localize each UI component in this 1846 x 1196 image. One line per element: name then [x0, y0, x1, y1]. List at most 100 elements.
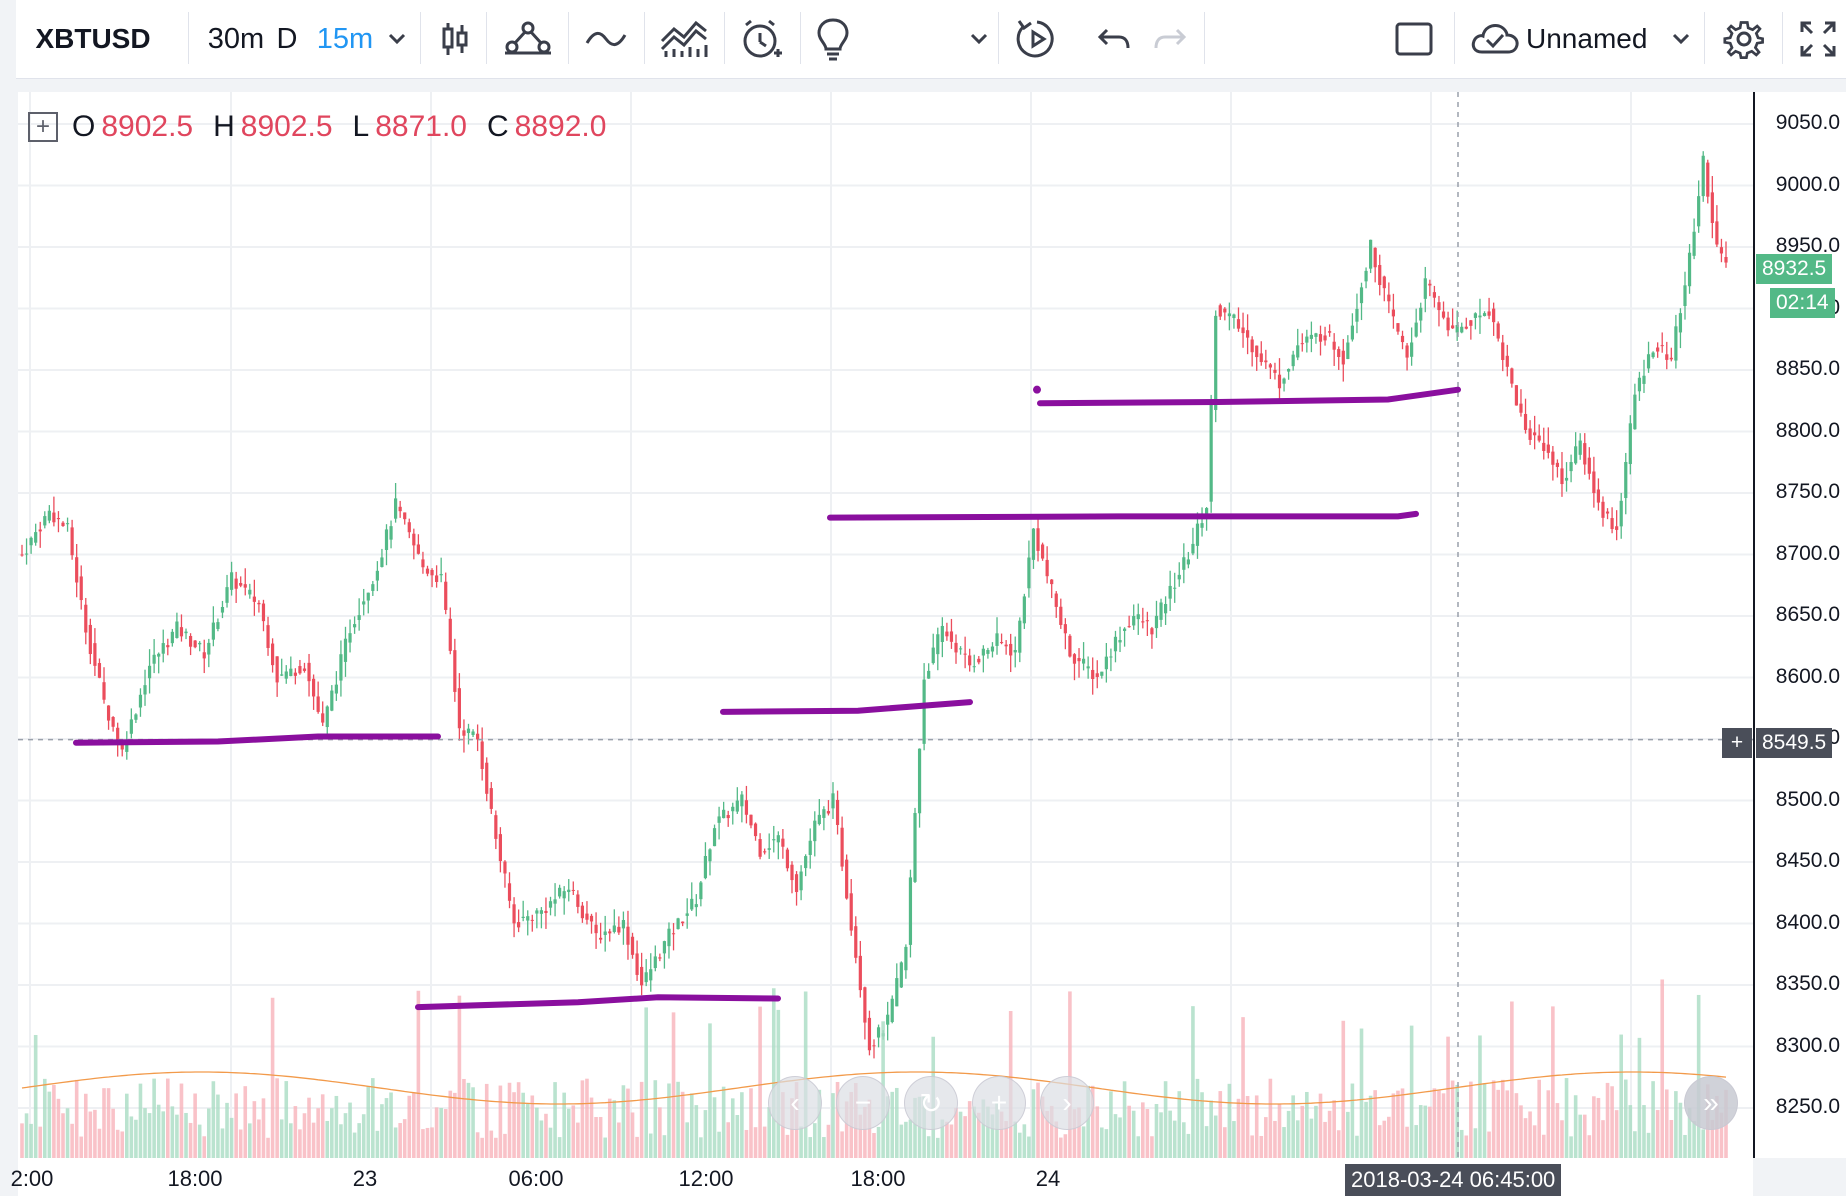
scroll-realtime-icon[interactable]: »: [1684, 1076, 1738, 1130]
time-tick-label: 18:00: [850, 1166, 906, 1191]
candle-body: [826, 811, 831, 814]
candle-body: [1378, 265, 1382, 286]
volume-bar: [662, 1135, 667, 1158]
candle-body: [494, 815, 498, 839]
interval-dropdown-icon[interactable]: [382, 0, 412, 78]
candle-body: [995, 633, 999, 646]
candle-body: [735, 800, 739, 812]
volume-bar: [434, 1107, 439, 1158]
candle-body: [1578, 440, 1582, 455]
compare-icon[interactable]: [576, 0, 636, 78]
candle-body: [954, 642, 958, 653]
layout-icon[interactable]: [1384, 0, 1444, 78]
candle-body: [339, 654, 343, 681]
candle-body: [763, 851, 767, 853]
candle-body: [75, 557, 79, 583]
interval-15m[interactable]: 15m: [316, 22, 374, 55]
volume-bar: [1109, 1091, 1113, 1158]
volume-bar: [1268, 1078, 1273, 1158]
volume-bar: [1259, 1135, 1264, 1158]
candle-body: [1441, 311, 1446, 318]
replay-icon[interactable]: [1010, 0, 1064, 78]
price-tick-label: 8300.0: [1775, 1033, 1840, 1057]
candle-body: [612, 925, 616, 932]
price-chart-svg[interactable]: [18, 92, 1753, 1158]
volume-bar: [1601, 1120, 1605, 1158]
candle-body: [977, 658, 981, 663]
candle-body: [38, 529, 42, 532]
volume-bar: [443, 1109, 448, 1158]
crosshair-add-icon[interactable]: +: [1722, 728, 1752, 758]
volume-bar: [858, 1114, 863, 1158]
volume-bar: [995, 1102, 999, 1158]
idea-icon[interactable]: [806, 0, 860, 78]
volume-bar: [803, 991, 808, 1158]
volume-bar: [844, 1101, 849, 1158]
support-line-annotation: [720, 699, 973, 715]
candle-body: [1259, 353, 1263, 363]
candle-body: [43, 516, 47, 526]
volume-bar: [202, 1136, 207, 1158]
candle-body: [1665, 354, 1669, 360]
candle-body: [1496, 323, 1500, 339]
volume-bar: [430, 1127, 434, 1158]
volume-bar: [1068, 991, 1072, 1158]
volume-bar: [1551, 1006, 1555, 1158]
volume-bar: [913, 1097, 917, 1158]
expand-legend-icon[interactable]: +: [28, 112, 58, 142]
volume-bar: [1432, 1088, 1437, 1158]
candle-body: [412, 533, 416, 546]
candle-body: [849, 893, 853, 931]
candle-body: [772, 839, 776, 841]
redo-icon[interactable]: [1148, 0, 1192, 78]
chart-pane[interactable]: [18, 92, 1753, 1158]
settings-icon[interactable]: [1712, 0, 1776, 78]
volume-bar: [1546, 1090, 1551, 1158]
volume-bar: [771, 988, 776, 1158]
undo-icon[interactable]: [1092, 0, 1136, 78]
time-tick-label: 24: [1035, 1166, 1061, 1191]
candles-icon[interactable]: [432, 0, 478, 78]
candle-body: [1291, 354, 1295, 367]
symbol-search[interactable]: XBTUSD: [35, 23, 151, 54]
reset-icon[interactable]: ↻: [904, 1076, 958, 1130]
zoom-in-icon[interactable]: +: [972, 1076, 1026, 1130]
volume-bar: [289, 1123, 293, 1158]
candle-body: [1318, 334, 1323, 342]
ohlc-legend: + O 8902.5 H 8902.5 L 8871.0 C 8892.0: [28, 110, 620, 144]
fullscreen-icon[interactable]: [1790, 0, 1846, 78]
volume-bar: [1004, 1121, 1008, 1158]
volume-bar: [735, 1114, 740, 1158]
volume-bar: [38, 1126, 43, 1158]
volume-ma-line: [21, 1071, 1727, 1105]
candle-body: [1373, 247, 1377, 268]
volume-bar: [1491, 1080, 1496, 1158]
candle-body: [699, 882, 703, 900]
chevron-down-icon[interactable]: [964, 0, 994, 78]
interval-30m[interactable]: 30m: [207, 22, 265, 55]
layout-dropdown-icon[interactable]: [1666, 0, 1696, 78]
price-axis[interactable]: 9050.09000.08950.08900.08850.08800.08750…: [1753, 92, 1846, 1158]
volume-bar: [1564, 1078, 1569, 1158]
candle-body: [448, 618, 452, 651]
alert-icon[interactable]: [732, 0, 792, 78]
indicators-icon[interactable]: [496, 0, 560, 78]
volume-bar: [1478, 1035, 1482, 1158]
volume-bar: [1519, 1105, 1523, 1158]
volume-bar: [47, 1091, 52, 1158]
interval-d[interactable]: D: [276, 22, 298, 55]
pan-left-icon[interactable]: ‹: [768, 1076, 822, 1130]
zoom-out-icon[interactable]: −: [836, 1076, 890, 1130]
layout-name[interactable]: Unnamed: [1526, 23, 1648, 54]
candle-body: [1236, 319, 1241, 329]
candle-body: [767, 848, 771, 850]
volume-bar: [366, 1085, 371, 1158]
volume-bar: [261, 1098, 266, 1158]
candle-body: [835, 799, 840, 825]
volume-bar: [330, 1108, 334, 1158]
pan-right-icon[interactable]: ›: [1040, 1076, 1094, 1130]
volume-bar: [1596, 1097, 1601, 1158]
cloud-save-icon[interactable]: [1468, 0, 1522, 78]
volume-bar: [1118, 1117, 1122, 1158]
templates-icon[interactable]: [652, 0, 716, 78]
